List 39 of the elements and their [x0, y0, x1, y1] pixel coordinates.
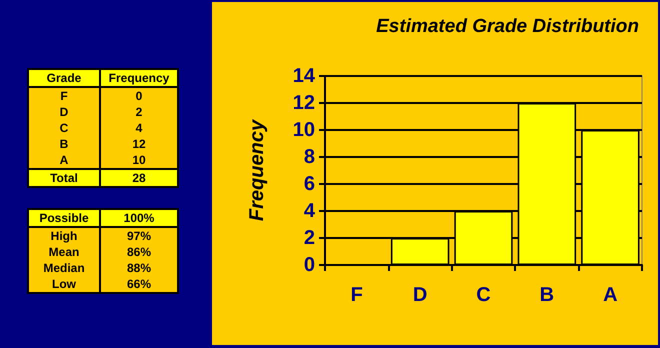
y-tick-label: 12: [292, 92, 315, 114]
category-label: F: [60, 89, 68, 103]
text: 0: [134, 88, 144, 104]
x-tick-label: C: [476, 284, 491, 306]
text: 28: [100, 169, 178, 187]
text: Median: [28, 260, 100, 276]
text: Frequency: [108, 71, 170, 85]
y-tick-label: 8: [304, 146, 315, 168]
text: 100%: [100, 209, 178, 227]
text: Low: [28, 276, 100, 293]
text: Mean: [28, 244, 100, 260]
x-tick-label: A: [603, 284, 618, 306]
text: 4: [134, 120, 144, 136]
category-label: D: [60, 105, 68, 119]
text: 97%: [126, 228, 152, 244]
y-tick-label: 2: [304, 227, 315, 249]
y-tick-label: 4: [304, 200, 316, 222]
text: 66%: [126, 276, 152, 293]
text: 88%: [126, 260, 152, 276]
text: Total: [28, 169, 100, 187]
y-tick-label: 0: [304, 254, 315, 276]
y-tick-label: 14: [292, 65, 316, 87]
category-label: C: [60, 121, 68, 135]
text: High: [28, 227, 100, 244]
category-label: A: [60, 153, 68, 167]
x-tick-label: F: [350, 284, 363, 306]
text: 2: [134, 104, 144, 120]
x-tick-label: B: [540, 284, 554, 306]
y-tick-label: 10: [292, 119, 315, 141]
y-tick-label: 6: [304, 173, 315, 195]
text: 86%: [126, 244, 152, 260]
text: 12: [131, 136, 147, 152]
text: 10: [131, 152, 147, 169]
x-tick-label: D: [412, 284, 428, 306]
y-axis-title: Frequency: [246, 119, 268, 222]
category-label: B: [60, 137, 68, 151]
text: Grade: [28, 69, 100, 87]
chart-title: Estimated Grade Distribution: [376, 16, 639, 37]
text: Possible: [28, 209, 100, 227]
